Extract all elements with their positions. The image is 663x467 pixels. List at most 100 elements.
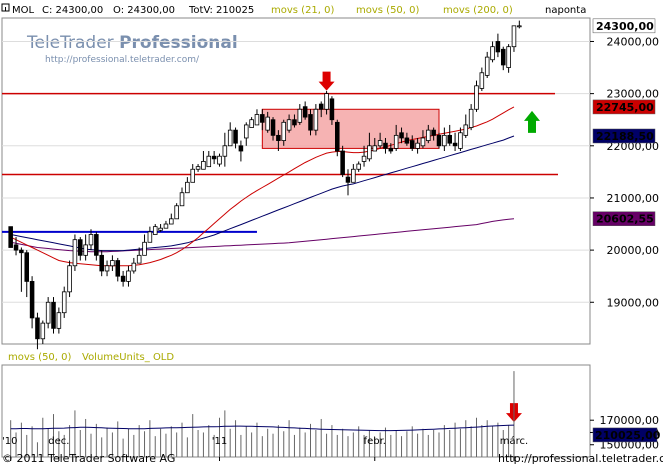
- volume-last-tag-box: [592, 427, 658, 443]
- candle-body: [45, 301, 51, 324]
- ma200-price-tag-box: [592, 211, 656, 226]
- candle-body: [297, 108, 303, 123]
- candle-body: [169, 218, 174, 225]
- candle-body: [356, 163, 361, 170]
- candle-body: [388, 147, 394, 152]
- candle-body: [233, 129, 238, 144]
- volume-ma-label: movs (50, 0): [8, 352, 72, 363]
- footer-copyright: © 2011 TeleTrader Software AG: [2, 452, 175, 465]
- candle-body: [211, 155, 217, 160]
- candle-body: [88, 234, 94, 246]
- candle-body: [56, 312, 62, 329]
- price-plot-area: [1, 17, 591, 345]
- candle-body: [351, 168, 356, 183]
- candle-body: [517, 25, 522, 28]
- candle-body: [447, 134, 452, 144]
- x-tick-label: febr.: [364, 436, 386, 447]
- volume-last-tag: 210025,00: [595, 429, 661, 442]
- candle-body: [281, 121, 287, 141]
- candle-body: [431, 129, 436, 136]
- header-open: O: 24300,00: [113, 5, 175, 16]
- y-tick-label: 20000,00: [607, 244, 660, 257]
- candle-body: [415, 142, 420, 149]
- candle-body: [126, 270, 131, 282]
- candle-body: [163, 223, 169, 229]
- ma21-price-tag: 22745,00: [596, 101, 654, 114]
- candle-body: [78, 239, 83, 256]
- candle-body: [474, 85, 479, 110]
- watermark-url: http://professional.teletrader.com/: [45, 55, 200, 65]
- candle-body: [115, 260, 121, 277]
- candle-body: [490, 46, 495, 61]
- candle-body: [222, 145, 228, 157]
- candle-body: [345, 176, 351, 183]
- volume-series-label: VolumeUnits_ OLD: [82, 352, 174, 363]
- candle-body: [377, 140, 383, 147]
- candle-body: [51, 301, 56, 329]
- candle-body: [243, 124, 249, 139]
- candle-body: [372, 145, 378, 152]
- candle-body: [308, 114, 313, 131]
- last-price-tag: 24300,00: [596, 20, 654, 33]
- candle-body: [506, 46, 511, 68]
- candle-body: [24, 252, 30, 282]
- candle-body: [190, 168, 195, 183]
- candle-body: [142, 241, 147, 256]
- candle-body: [292, 119, 297, 126]
- candle-body: [302, 106, 308, 118]
- footer-url[interactable]: http://professional.teletrader.com/: [498, 452, 663, 465]
- y-tick-label: 24000,00: [607, 35, 660, 48]
- candle-body: [136, 254, 142, 264]
- last-price-tag-box: [592, 18, 656, 34]
- candle-body: [195, 166, 201, 170]
- candle-body: [452, 142, 458, 147]
- candle-body: [83, 244, 88, 256]
- price-tags: 24300,00 22745,00 22188,50 20602,55: [592, 18, 656, 226]
- candle-body: [458, 132, 463, 149]
- candle-body: [72, 239, 78, 267]
- level-lines: [2, 92, 558, 233]
- y-tick-label: 21000,00: [607, 192, 660, 205]
- candle-body: [254, 114, 260, 126]
- header-close: C: 24300,00: [42, 5, 103, 16]
- y-tick-label: 19000,00: [607, 296, 660, 309]
- candle-body: [104, 265, 110, 272]
- y-tick-label: 23000,00: [607, 88, 660, 101]
- candle-body: [468, 108, 474, 128]
- candle-body: [13, 244, 19, 251]
- candle-body: [361, 155, 367, 162]
- candle-body: [340, 150, 345, 175]
- candle-body: [19, 249, 24, 254]
- candle-body: [179, 192, 185, 207]
- candle-body: [442, 134, 447, 147]
- candle-body: [152, 226, 158, 235]
- consolidation-box: [261, 108, 440, 149]
- candle-body: [147, 231, 153, 243]
- candle-body: [217, 155, 222, 165]
- watermark-title: TeleTrader Professional: [26, 33, 238, 53]
- candle-body: [426, 129, 431, 141]
- candle-body: [206, 155, 212, 168]
- candle-body: [174, 205, 179, 220]
- candle-body: [313, 108, 319, 131]
- candle-body: [29, 281, 35, 319]
- candle-body: [329, 98, 335, 121]
- candle-body: [409, 140, 415, 149]
- candle-body: [131, 262, 137, 272]
- candle-body: [270, 119, 276, 136]
- candle-body: [420, 137, 426, 147]
- candle-body: [40, 322, 46, 340]
- candle-body: [500, 48, 506, 66]
- down-arrow-icon: [318, 71, 335, 91]
- candle-body: [61, 291, 67, 314]
- volume-tick-label: 170000,00: [600, 414, 660, 427]
- candle-body: [260, 114, 265, 123]
- header-ma200-label: movs (200, 0): [443, 5, 513, 16]
- candle-body: [383, 142, 388, 149]
- candle-body: [35, 317, 40, 340]
- candle-body: [8, 226, 13, 248]
- candle-body: [393, 134, 399, 149]
- candle-body: [238, 145, 244, 152]
- candle-body: [511, 25, 517, 48]
